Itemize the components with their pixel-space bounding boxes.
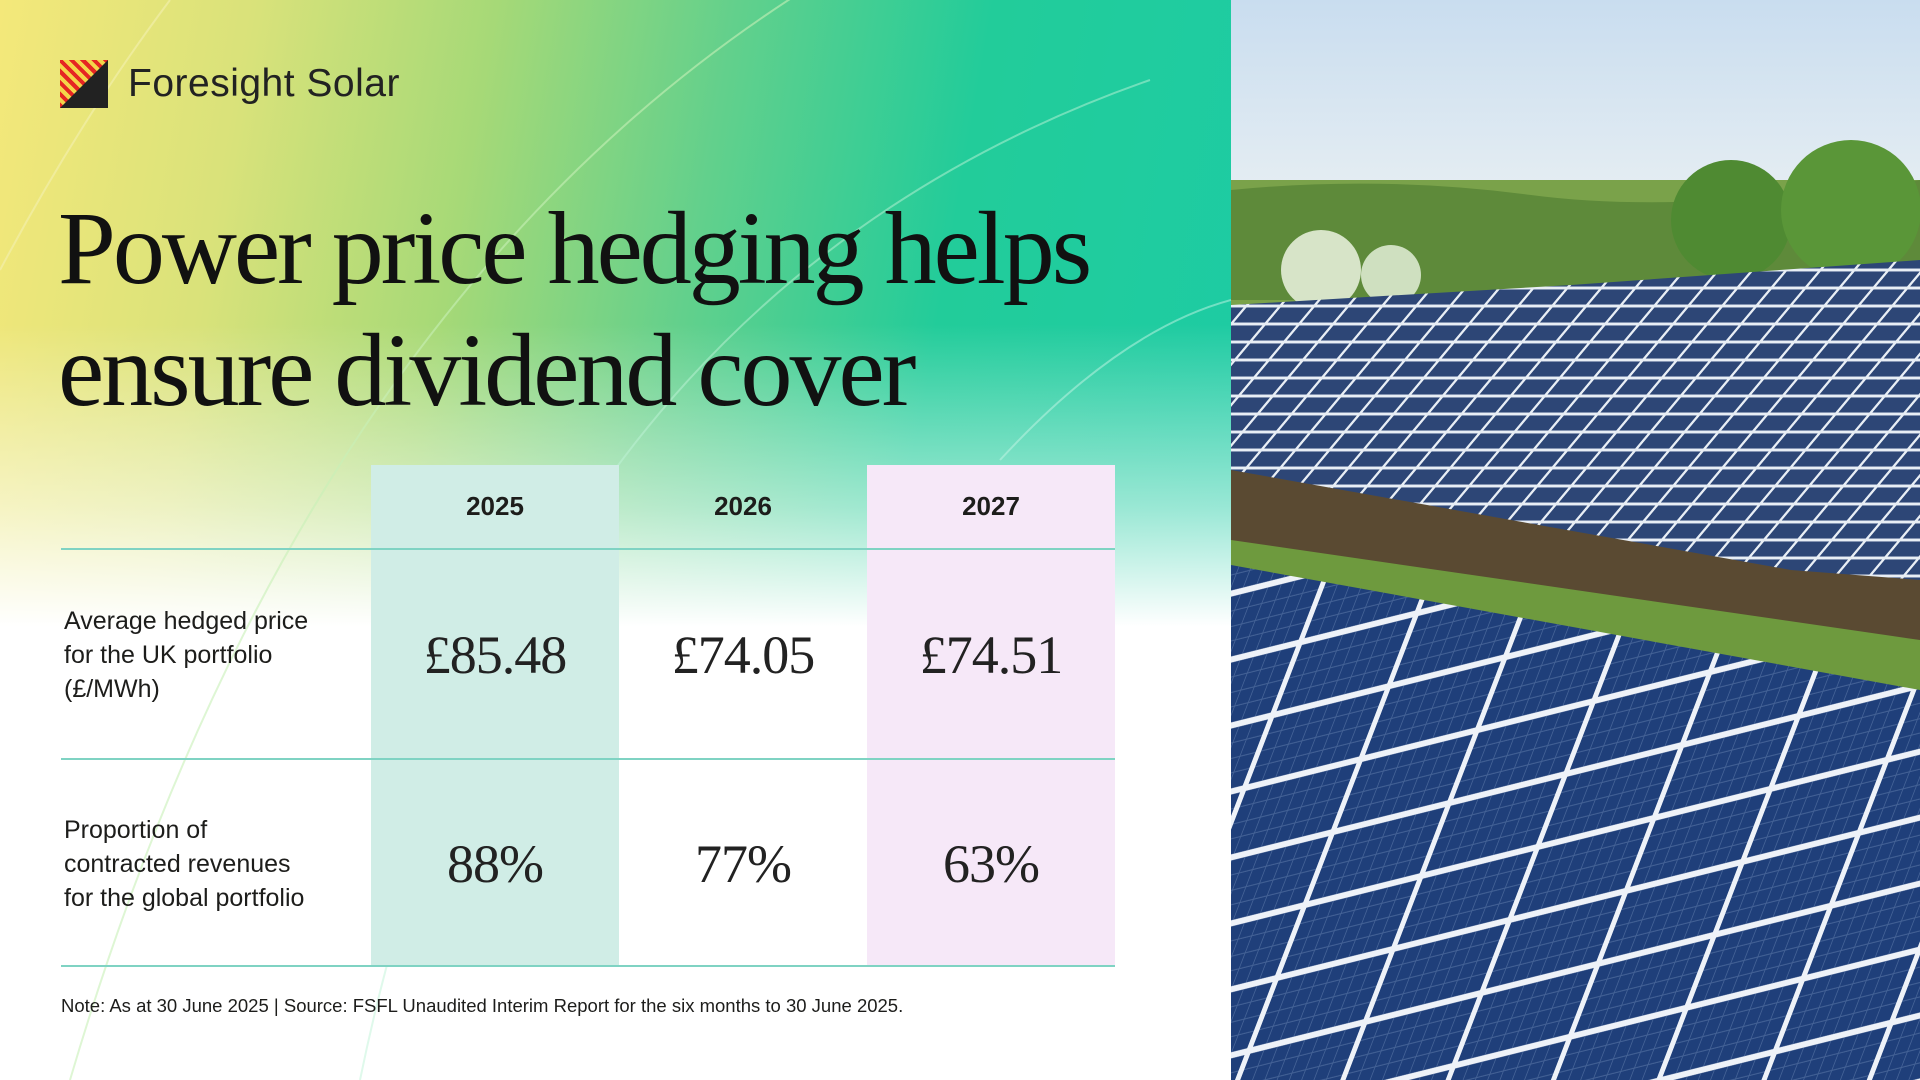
row-label-line: (£/MWh) — [64, 675, 160, 703]
row-label-line: Proportion of — [64, 815, 208, 844]
value-2027: 63% — [943, 833, 1040, 894]
source-note: Note: As at 30 June 2025 | Source: FSFL … — [61, 995, 904, 1016]
header-2025: 2025 — [466, 491, 524, 521]
title-line-2: ensure dividend cover — [58, 313, 916, 428]
table-row: Proportion of contracted revenues for th… — [61, 762, 1115, 967]
header-2027: 2027 — [962, 491, 1020, 521]
logo-mark-icon — [60, 60, 108, 108]
title-line-1: Power price hedging helps — [58, 191, 1092, 306]
row-label-line: for the UK portfolio — [64, 641, 273, 669]
row-label: Average hedged price for the UK portfoli… — [64, 552, 364, 758]
value-2026: 77% — [695, 833, 792, 894]
value-2025: 88% — [447, 833, 544, 894]
row-label-line: contracted revenues — [64, 849, 291, 878]
header-2026: 2026 — [714, 491, 772, 521]
brand-name: Foresight Solar — [128, 62, 400, 105]
value-2027: £74.51 — [919, 625, 1064, 685]
solar-farm-photo — [1231, 0, 1920, 1080]
row-label-line: Average hedged price — [64, 607, 309, 635]
row-label: Proportion of contracted revenues for th… — [64, 762, 364, 965]
page-title: Power price hedging helps ensure dividen… — [58, 188, 1092, 432]
table-row: Average hedged price for the UK portfoli… — [61, 552, 1115, 760]
row-label-line: for the global portfolio — [64, 883, 305, 912]
value-2025: £85.48 — [423, 625, 568, 685]
logo: Foresight Solar — [60, 60, 400, 108]
value-2026: £74.05 — [671, 625, 816, 685]
table-header-row: 2025 2026 2027 — [61, 465, 1115, 550]
content-panel: Foresight Solar Power price hedging help… — [0, 0, 1231, 1080]
